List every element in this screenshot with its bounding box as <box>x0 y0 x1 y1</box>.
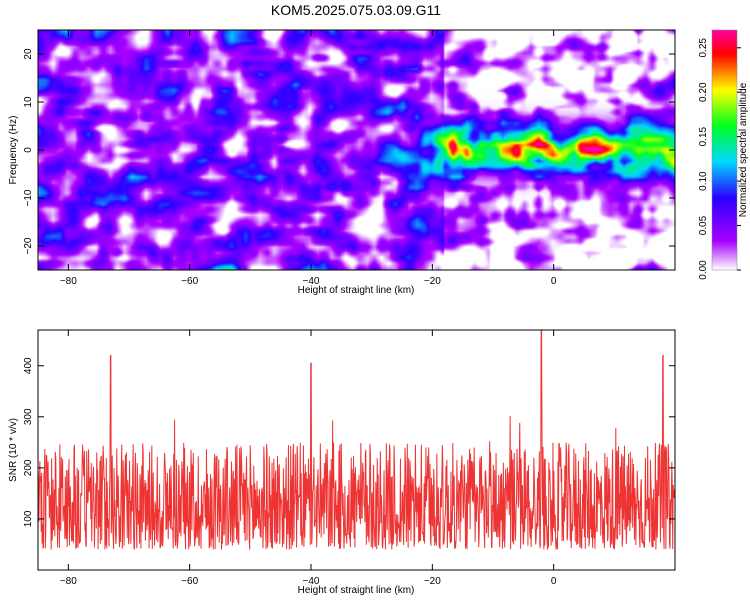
spectrogram-y-ticks: −20 −10 0 10 20 <box>23 48 675 254</box>
colorbar-tick-label: 0.10 <box>698 171 709 191</box>
colorbar-label: Normalized spectral amplitude <box>738 82 749 217</box>
y-tick-label: 0 <box>23 147 34 153</box>
colorbar-tick-label: 0.25 <box>698 38 709 58</box>
x-tick-label: 0 <box>551 576 557 587</box>
x-tick-label: −40 <box>303 576 320 587</box>
snr-x-ticks: −80 −60 −40 −20 0 <box>60 330 557 587</box>
snr-x-label: Height of straight line (km) <box>298 585 415 596</box>
x-tick-label: −40 <box>303 276 320 287</box>
colorbar-tick-label: 0.15 <box>698 126 709 146</box>
snr-y-label: SNR (10 * v/v) <box>8 418 19 482</box>
x-tick-label: 0 <box>551 276 557 287</box>
colorbar: 0.00 0.05 0.10 0.15 0.20 0.25 Normalized spec… <box>698 29 749 280</box>
y-tick-label: 20 <box>23 48 34 60</box>
colorbar-tick-label: 0.00 <box>698 260 709 280</box>
x-tick-label: −20 <box>424 576 441 587</box>
snr-y-ticks: 100 200 300 400 <box>23 357 675 527</box>
y-tick-label: 200 <box>23 459 34 476</box>
colorbar-gradient <box>712 30 737 270</box>
colorbar-frame <box>711 29 738 271</box>
y-tick-label: −10 <box>23 189 34 206</box>
y-tick-label: 100 <box>23 510 34 527</box>
figure-title: KOM5.2025.075.03.09.G11 <box>271 2 441 18</box>
spectrogram-heatmap <box>38 30 675 270</box>
x-tick-label: −80 <box>60 276 77 287</box>
snr-panel: −80 −60 −40 −20 0 100 200 300 400 Height of str… <box>8 329 676 596</box>
colorbar-tick-label: 0.05 <box>698 215 709 235</box>
snr-series-line <box>38 330 675 550</box>
spectrogram-panel: −80 −60 −40 −20 0 −20 −10 0 10 20 Height of stra… <box>8 29 676 296</box>
colorbar-ticks: 0.00 0.05 0.10 0.15 0.20 0.25 <box>698 38 741 280</box>
x-tick-label: −60 <box>181 576 198 587</box>
colorbar-tick-label: 0.20 <box>698 82 709 102</box>
spectrogram-x-ticks: −80 −60 −40 −20 0 <box>60 30 557 287</box>
y-tick-label: 300 <box>23 408 34 425</box>
x-tick-label: −60 <box>181 276 198 287</box>
spectrogram-x-label: Height of straight line (km) <box>298 285 415 296</box>
snr-frame <box>37 329 676 571</box>
y-tick-label: −20 <box>23 237 34 254</box>
x-tick-label: −80 <box>60 576 77 587</box>
y-tick-label: 10 <box>23 96 34 108</box>
y-tick-label: 400 <box>23 357 34 374</box>
spectrogram-y-label: Frequency (Hz) <box>8 116 19 185</box>
x-tick-label: −20 <box>424 276 441 287</box>
